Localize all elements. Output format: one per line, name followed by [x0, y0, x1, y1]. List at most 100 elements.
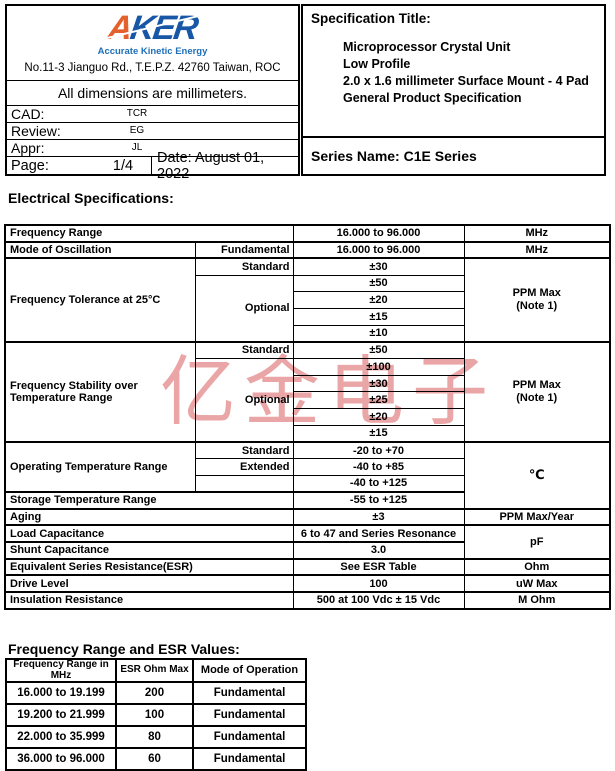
- param-cell: Insulation Resistance: [4, 591, 294, 610]
- value-cell: 6 to 47 and Series Resonance: [292, 524, 465, 544]
- esr-cell: 60: [115, 747, 194, 771]
- table-row: Frequency Tolerance at 25°C Standard ±30…: [4, 257, 611, 343]
- table-row: Mode of Oscillation Fundamental 16.000 t…: [4, 241, 611, 260]
- spec-title-line: Low Profile: [343, 57, 411, 71]
- table-row: Insulation Resistance 500 at 100 Vdc ± 1…: [4, 591, 611, 610]
- table-row: ±15: [5, 424, 610, 443]
- value-cell: 16.000 to 96.000: [292, 224, 465, 243]
- sub-cell: Standard: [194, 257, 294, 276]
- range-cell: 19.200 to 21.999: [5, 703, 117, 727]
- value-cell: 16.000 to 96.000: [292, 241, 465, 260]
- logo-letters-ker: KER: [128, 9, 200, 47]
- logo-wordmark: AKER: [106, 9, 200, 47]
- spec-title-line: 2.0 x 1.6 millimeter Surface Mount - 4 P…: [343, 74, 589, 88]
- param-cell: Aging: [4, 508, 294, 527]
- param-cell: Storage Temperature Range: [4, 491, 294, 510]
- company-logo: AKER Accurate Kinetic Energy: [7, 6, 298, 59]
- table-header-row: Frequency Range in MHz ESR Ohm Max Mode …: [5, 658, 307, 683]
- value-cell: -40 to +125: [292, 474, 465, 493]
- unit-note: (Note 1): [516, 300, 558, 313]
- unit-cell: MHz: [463, 241, 611, 260]
- unit-cell: pF: [463, 524, 611, 560]
- table-row: ±10: [5, 324, 610, 343]
- table-row: 22.000 to 35.999 80 Fundamental: [5, 725, 307, 749]
- review-label: Review:: [11, 123, 61, 139]
- value-cell: -55 to +125: [292, 491, 465, 510]
- page-number: 1/4: [112, 157, 134, 174]
- param-cell: Mode of Oscillation: [4, 241, 196, 260]
- logo-tagline: Accurate Kinetic Energy: [97, 46, 208, 57]
- value-cell: 100: [292, 574, 465, 594]
- spec-title-label: Specification Title:: [311, 11, 431, 26]
- param-cell: Frequency Range: [4, 224, 294, 243]
- spec-title-line: Microprocessor Crystal Unit: [343, 40, 511, 54]
- table-row: Extended -40 to +85: [5, 458, 610, 476]
- value-cell: ±30: [292, 374, 465, 393]
- range-cell: 36.000 to 96.000: [5, 747, 117, 771]
- value-cell: ±25: [292, 391, 465, 410]
- series-name: Series Name: C1E Series: [303, 136, 604, 174]
- esr-cell: 80: [115, 725, 194, 749]
- table-row: Frequency Stability over Temperature Ran…: [4, 341, 611, 443]
- table-row: Operating Temperature Range Standard -20…: [4, 441, 611, 510]
- table-row: 36.000 to 96.000 60 Fundamental: [5, 747, 307, 771]
- table-row: Storage Temperature Range -55 to +125: [4, 491, 610, 510]
- param-cell: Operating Temperature Range: [4, 441, 196, 494]
- sub-cell: [194, 474, 294, 493]
- electrical-specs-heading: Electrical Specifications:: [8, 190, 174, 206]
- value-cell: ±20: [292, 291, 465, 309]
- value-cell: ±50: [292, 274, 465, 293]
- param-cell: Frequency Stability over Temperature Ran…: [4, 341, 196, 443]
- info-row-cad: CAD: TCR: [7, 106, 298, 123]
- esr-values-table: Frequency Range in MHz ESR Ohm Max Mode …: [5, 658, 307, 771]
- dimensions-note: All dimensions are millimeters.: [7, 81, 298, 106]
- mode-cell: Fundamental: [192, 725, 307, 749]
- table-row: -40 to +125: [5, 474, 610, 493]
- table-row: Drive Level 100 uW Max: [4, 574, 611, 594]
- unit-cell: PPM Max/Year: [463, 508, 611, 527]
- col-header-mode: Mode of Operation: [192, 658, 307, 683]
- table-row: Load Capacitance 6 to 47 and Series Reso…: [4, 524, 611, 560]
- appr-value: JL: [131, 142, 143, 153]
- value-cell: ±15: [292, 307, 465, 326]
- date-value: Date: August 01, 2022: [151, 150, 298, 182]
- unit-text: PPM Max: [512, 378, 561, 391]
- spec-title-line: General Product Specification: [343, 91, 522, 105]
- esr-cell: 200: [115, 681, 194, 705]
- range-cell: 16.000 to 19.199: [5, 681, 117, 705]
- param-cell: Shunt Capacitance: [4, 541, 294, 560]
- param-cell: Equivalent Series Resistance(ESR): [4, 558, 294, 577]
- sub-cell: Fundamental: [194, 241, 294, 260]
- esr-values-heading: Frequency Range and ESR Values:: [8, 641, 240, 657]
- info-row-appr: Appr: JL: [7, 140, 298, 157]
- cad-label: CAD:: [11, 106, 45, 122]
- info-row-review: Review: EG: [7, 123, 298, 140]
- table-row: Equivalent Series Resistance(ESR) See ES…: [4, 558, 611, 577]
- table-row: Shunt Capacitance 3.0: [4, 541, 610, 560]
- mode-cell: Fundamental: [192, 747, 307, 771]
- table-row: Optional ±50: [5, 274, 610, 343]
- value-cell: ±15: [292, 424, 465, 443]
- unit-cell: uW Max: [463, 574, 611, 594]
- table-row: Frequency Range 16.000 to 96.000 MHz: [4, 224, 611, 243]
- sub-cell: Standard: [194, 441, 294, 460]
- mode-cell: Fundamental: [192, 703, 307, 727]
- col-header-esr: ESR Ohm Max: [115, 658, 194, 683]
- company-address: No.11-3 Jianguo Rd., T.E.P.Z. 42760 Taiw…: [7, 59, 298, 81]
- value-cell: -20 to +70: [292, 441, 465, 460]
- unit-cell: M Ohm: [463, 591, 611, 610]
- unit-text: PPM Max: [512, 287, 561, 300]
- value-cell: ±3: [292, 508, 465, 527]
- sub-cell: Optional: [194, 357, 294, 443]
- value-cell: ±100: [292, 358, 465, 376]
- info-row-page: Page: 1/4 Date: August 01, 2022: [7, 150, 298, 182]
- esr-cell: 100: [115, 703, 194, 727]
- sub-cell: Standard: [194, 341, 294, 359]
- unit-cell: Ohm: [463, 558, 611, 577]
- value-cell: ±30: [292, 257, 465, 276]
- review-value: EG: [129, 125, 145, 136]
- unit-cell: MHz: [463, 224, 611, 243]
- sub-cell: Extended: [194, 458, 294, 476]
- range-cell: 22.000 to 35.999: [5, 725, 117, 749]
